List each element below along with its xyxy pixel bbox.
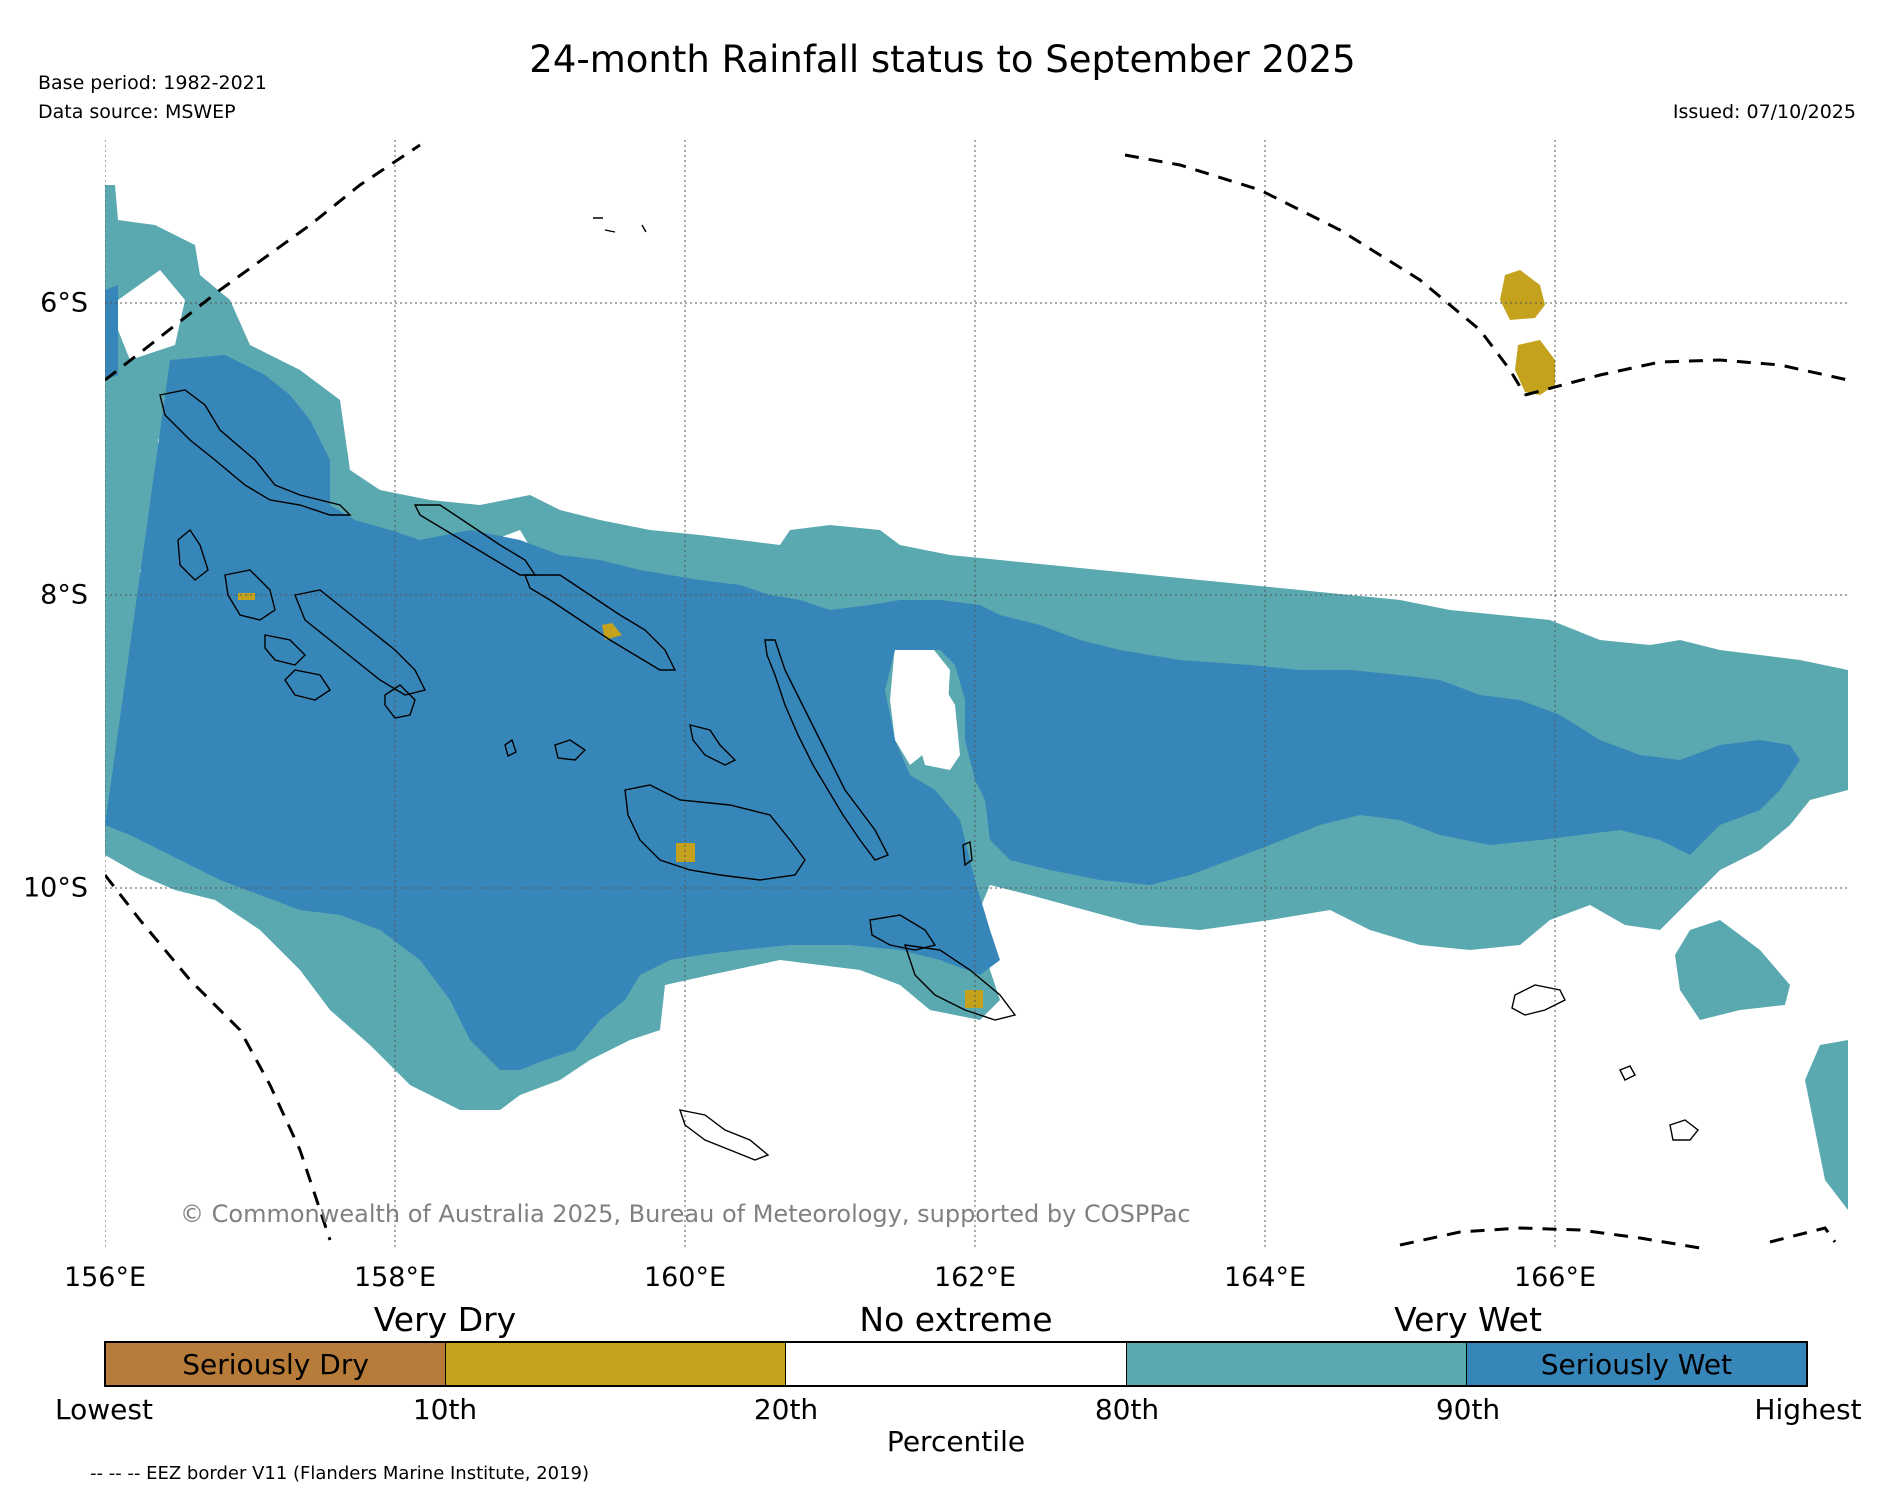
- legend-axis-label: Percentile: [886, 1425, 1026, 1458]
- longitude-label: 160°E: [643, 1262, 727, 1293]
- island-outline: [624, 784, 806, 881]
- eez-border-line: [105, 874, 332, 1241]
- island-outline: [678, 1109, 770, 1161]
- island-outline: [689, 724, 737, 766]
- base-period-text: Base period: 1982-2021: [38, 72, 267, 94]
- longitude-label: 166°E: [1513, 1262, 1597, 1293]
- legend-category-very-wet: Very Wet: [1394, 1300, 1542, 1339]
- island-outline: [523, 574, 677, 671]
- island-coastlines: [159, 217, 1699, 1161]
- legend-colorbar: Seriously Dry Seriously Wet: [104, 1341, 1808, 1387]
- very-dry-patch-small-1: [602, 623, 622, 640]
- issued-date-text: Issued: 07/10/2025: [1672, 101, 1856, 123]
- legend-tick-label: 90th: [1435, 1393, 1501, 1426]
- very-dry-patch-small-3: [965, 990, 983, 1008]
- very-dry-patches: [238, 270, 1555, 1008]
- gridlines: [105, 140, 1848, 1250]
- island-outline: [554, 739, 587, 761]
- very-dry-patch-north-1: [1500, 270, 1545, 320]
- eez-border-line: [1124, 153, 1527, 396]
- island-outline: [159, 389, 352, 516]
- island-outline: [903, 944, 1017, 1021]
- island-outline: [764, 639, 889, 861]
- page-title: 24-month Rainfall status to September 20…: [529, 38, 1356, 81]
- copyright-text: © Commonwealth of Australia 2025, Bureau…: [180, 1200, 1191, 1228]
- legend-segment-no-extreme: [785, 1343, 1126, 1385]
- island-outline: [504, 738, 517, 758]
- legend-tick-label: 80th: [1094, 1393, 1160, 1426]
- island-outline: [593, 217, 647, 233]
- island-outline: [284, 669, 331, 701]
- longitude-label: 156°E: [63, 1262, 147, 1293]
- legend-tick-label: 20th: [753, 1393, 819, 1426]
- very-dry-patch-north-2: [1515, 340, 1555, 395]
- eez-note: -- -- -- EEZ border V11 (Flanders Marine…: [90, 1463, 590, 1484]
- legend-segment-very-dry: [445, 1343, 786, 1385]
- very-dry-patch-small-4: [238, 593, 255, 600]
- latitude-label: 10°S: [23, 872, 88, 904]
- legend-segment-label: Seriously Wet: [1540, 1347, 1733, 1381]
- longitude-label: 162°E: [933, 1262, 1017, 1293]
- island-outline: [1619, 1065, 1636, 1081]
- longitude-label: 158°E: [353, 1262, 437, 1293]
- legend-category-no-extreme: No extreme: [859, 1300, 1053, 1339]
- longitude-label: 164°E: [1223, 1262, 1307, 1293]
- very-dry-patch-small-2: [676, 843, 695, 862]
- seriously-wet-region-main: [105, 285, 1800, 1070]
- latitude-label: 6°S: [40, 287, 88, 319]
- legend-tick-label: 10th: [412, 1393, 478, 1426]
- island-outline: [1669, 1119, 1699, 1141]
- legend-category-very-dry: Very Dry: [373, 1300, 517, 1339]
- legend-tick-label: Lowest: [55, 1393, 153, 1426]
- eez-borders: [105, 143, 1848, 1250]
- island-outline: [224, 569, 276, 621]
- very-wet-region-southeast: [1675, 920, 1790, 1020]
- legend-tick-label: Highest: [1754, 1393, 1862, 1426]
- rainfall-map: [105, 140, 1848, 1250]
- island-outline: [384, 684, 416, 719]
- eez-border-line: [1769, 1226, 1837, 1244]
- eez-border-line: [1399, 1226, 1701, 1250]
- eez-border-line: [105, 143, 421, 382]
- island-outline: [962, 840, 973, 867]
- legend-segment-label: Seriously Dry: [182, 1347, 369, 1381]
- seriously-wet-regions: [105, 285, 1800, 1070]
- latitude-label: 8°S: [40, 579, 88, 611]
- island-outline: [294, 589, 427, 696]
- data-source-text: Data source: MSWEP: [38, 101, 236, 123]
- legend-segment-seriously-dry: Seriously Dry: [106, 1343, 446, 1385]
- legend-segment-seriously-wet: Seriously Wet: [1465, 1343, 1807, 1385]
- legend-segment-very-wet: [1125, 1343, 1466, 1385]
- island-outline: [1511, 984, 1566, 1016]
- island-outline: [177, 528, 209, 581]
- very-wet-region-east-edge: [1805, 1040, 1848, 1210]
- island-outline: [264, 634, 306, 666]
- eez-border-line: [1524, 358, 1848, 397]
